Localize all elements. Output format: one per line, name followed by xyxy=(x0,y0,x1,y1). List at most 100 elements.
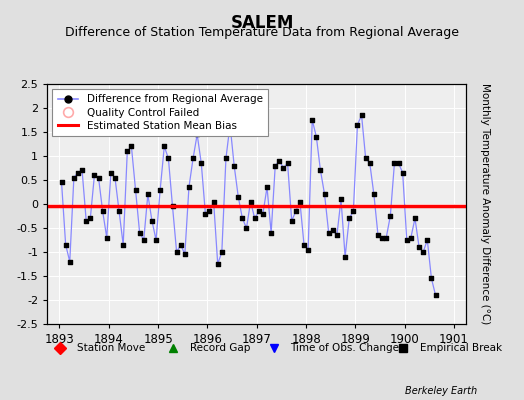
Text: Time of Obs. Change: Time of Obs. Change xyxy=(290,343,399,353)
Point xyxy=(366,160,374,166)
Text: Difference of Station Temperature Data from Regional Average: Difference of Station Temperature Data f… xyxy=(65,26,459,39)
Point xyxy=(341,254,350,260)
Point xyxy=(197,160,205,166)
Point xyxy=(362,155,370,162)
Point xyxy=(135,230,144,236)
Point xyxy=(217,249,226,255)
Point xyxy=(189,155,197,162)
Point xyxy=(378,234,386,241)
Point xyxy=(99,208,107,214)
Point xyxy=(423,237,431,243)
Y-axis label: Monthly Temperature Anomaly Difference (°C): Monthly Temperature Anomaly Difference (… xyxy=(481,83,490,325)
Text: Empirical Break: Empirical Break xyxy=(420,343,503,353)
Point xyxy=(74,170,82,176)
Point xyxy=(127,143,136,150)
Point xyxy=(205,208,214,214)
Point xyxy=(279,165,288,171)
Point xyxy=(324,230,333,236)
Point xyxy=(107,170,115,176)
Point xyxy=(181,251,189,258)
Point xyxy=(259,210,267,217)
Point xyxy=(168,203,177,210)
Point xyxy=(296,198,304,205)
Point xyxy=(177,242,185,248)
Point xyxy=(230,162,238,169)
Point xyxy=(210,198,218,205)
Point xyxy=(398,170,407,176)
Point xyxy=(402,237,411,243)
Point xyxy=(213,261,222,267)
Point xyxy=(431,292,440,298)
Point xyxy=(292,208,300,214)
Point xyxy=(185,184,193,190)
Point xyxy=(250,215,259,222)
Point xyxy=(139,237,148,243)
Point xyxy=(160,143,169,150)
Point xyxy=(164,155,172,162)
Point xyxy=(201,210,210,217)
Point xyxy=(267,230,275,236)
Point xyxy=(78,167,86,174)
Point xyxy=(316,167,325,174)
Text: SALEM: SALEM xyxy=(231,14,293,32)
Point xyxy=(395,160,403,166)
Point xyxy=(148,218,156,224)
Point xyxy=(288,218,296,224)
Point xyxy=(308,117,316,123)
Point xyxy=(386,213,395,219)
Point xyxy=(374,232,382,238)
Point xyxy=(357,112,366,118)
Point xyxy=(337,196,345,202)
Point xyxy=(222,155,230,162)
Point xyxy=(312,134,321,140)
Point xyxy=(119,242,127,248)
Point xyxy=(103,234,111,241)
Point xyxy=(152,237,160,243)
Point xyxy=(57,179,66,186)
Point xyxy=(86,215,94,222)
Text: Record Gap: Record Gap xyxy=(190,343,250,353)
Point xyxy=(329,227,337,234)
Point xyxy=(172,249,181,255)
Point xyxy=(234,194,243,200)
Point xyxy=(90,172,99,178)
Point xyxy=(255,208,263,214)
Point xyxy=(82,218,91,224)
Point xyxy=(111,174,119,181)
Point xyxy=(238,215,247,222)
Point xyxy=(370,191,378,198)
Point xyxy=(115,208,123,214)
Point xyxy=(349,208,357,214)
Point xyxy=(345,215,353,222)
Point xyxy=(353,122,362,128)
Point xyxy=(123,148,132,154)
Point xyxy=(419,249,428,255)
Point xyxy=(132,186,140,193)
Point xyxy=(320,191,329,198)
Point xyxy=(382,234,390,241)
Text: Station Move: Station Move xyxy=(77,343,145,353)
Point xyxy=(427,275,435,282)
Point xyxy=(283,160,292,166)
Point xyxy=(61,242,70,248)
Point xyxy=(226,122,234,128)
Point xyxy=(242,225,250,231)
Point xyxy=(333,232,341,238)
Point xyxy=(271,162,279,169)
Legend: Difference from Regional Average, Quality Control Failed, Estimated Station Mean: Difference from Regional Average, Qualit… xyxy=(52,89,268,136)
Point xyxy=(304,246,312,253)
Point xyxy=(193,131,201,138)
Point xyxy=(246,198,255,205)
Point xyxy=(275,158,283,164)
Point xyxy=(66,258,74,265)
Point xyxy=(94,174,103,181)
Point xyxy=(300,242,308,248)
Point xyxy=(411,215,419,222)
Point xyxy=(407,234,415,241)
Point xyxy=(156,186,165,193)
Point xyxy=(390,160,399,166)
Point xyxy=(144,191,152,198)
Point xyxy=(415,244,423,250)
Point xyxy=(263,184,271,190)
Text: Berkeley Earth: Berkeley Earth xyxy=(405,386,477,396)
